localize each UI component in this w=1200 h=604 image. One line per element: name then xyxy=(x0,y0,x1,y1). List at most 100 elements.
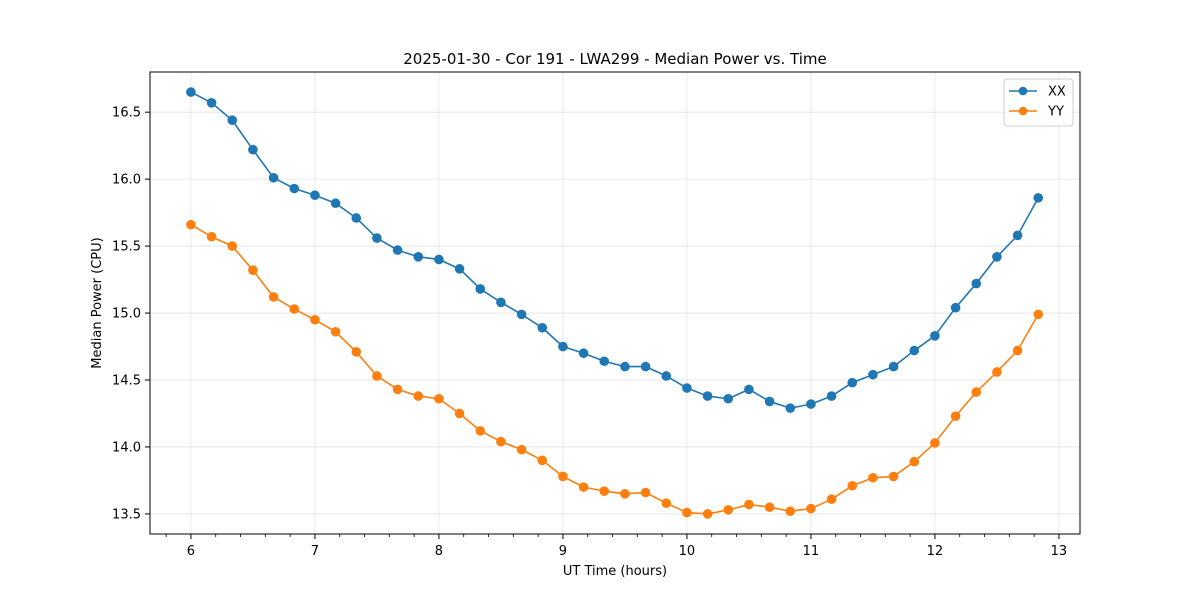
data-point-yy xyxy=(392,384,403,395)
y-tick-label: 14.5 xyxy=(112,374,141,389)
data-point-xx xyxy=(227,115,238,126)
x-axis: 6 7 8 9 10 11 12 13 xyxy=(165,534,1068,559)
y-tick-label: 13.5 xyxy=(112,507,141,522)
data-point-xx xyxy=(930,331,940,341)
data-point-yy xyxy=(723,505,734,515)
series-line-yy xyxy=(190,223,1039,515)
data-point-yy xyxy=(310,314,320,325)
data-point-xx xyxy=(744,384,754,395)
legend-entry-xx: XX xyxy=(1009,85,1066,100)
data-point-xx xyxy=(1033,193,1044,203)
data-point-xx xyxy=(206,98,217,108)
data-point-yy xyxy=(868,472,878,483)
data-point-xx xyxy=(475,284,486,294)
x-axis-label: UT Time (hours) xyxy=(563,564,667,579)
data-point-yy xyxy=(268,292,279,302)
data-point-yy xyxy=(620,489,630,499)
data-point-xx xyxy=(310,190,320,200)
data-point-xx xyxy=(682,383,692,393)
data-point-yy xyxy=(496,436,506,447)
data-point-xx xyxy=(661,371,672,381)
data-point-yy xyxy=(640,487,651,498)
data-point-yy xyxy=(578,482,589,492)
data-point-xx xyxy=(620,361,630,372)
x-tick-label: 6 xyxy=(187,544,195,559)
data-point-yy xyxy=(248,265,258,275)
series-yy xyxy=(186,219,1044,519)
legend-marker xyxy=(1018,106,1028,116)
data-point-xx xyxy=(454,264,465,274)
data-point-xx xyxy=(351,213,362,223)
chart-title: 2025-01-30 - Cor 191 - LWA299 - Median P… xyxy=(403,50,827,68)
data-point-xx xyxy=(392,245,403,255)
y-axis-label: Median Power (CPU) xyxy=(90,237,105,368)
data-point-xx xyxy=(248,144,258,155)
plot-frame xyxy=(149,71,1081,535)
data-point-yy xyxy=(992,367,1002,377)
data-point-xx xyxy=(516,309,527,320)
x-tick-label: 9 xyxy=(559,544,567,559)
y-tick-label: 15.5 xyxy=(112,240,141,255)
data-point-yy xyxy=(351,347,362,357)
data-point-xx xyxy=(372,233,382,243)
series-xx xyxy=(186,87,1044,413)
data-point-xx xyxy=(909,345,920,356)
data-point-yy xyxy=(826,494,837,504)
data-point-yy xyxy=(434,393,444,404)
data-point-yy xyxy=(558,471,568,482)
data-point-xx xyxy=(847,377,858,388)
data-point-xx xyxy=(186,87,196,97)
data-point-xx xyxy=(434,254,444,265)
data-point-yy xyxy=(702,509,713,519)
data-point-xx xyxy=(868,369,878,380)
data-point-yy xyxy=(537,455,548,466)
data-point-xx xyxy=(826,391,837,401)
data-point-xx xyxy=(702,391,713,401)
x-tick-label: 11 xyxy=(803,544,820,559)
data-point-xx xyxy=(640,361,651,372)
series-layer xyxy=(186,87,1044,519)
data-point-xx xyxy=(888,361,899,372)
y-tick-label: 16.5 xyxy=(112,106,141,121)
data-point-xx xyxy=(578,348,589,359)
data-point-yy xyxy=(971,387,982,397)
x-tick-label: 13 xyxy=(1051,544,1068,559)
legend: XX YY xyxy=(1003,78,1074,127)
data-point-yy xyxy=(847,480,858,491)
data-point-yy xyxy=(186,219,196,230)
data-point-yy xyxy=(227,241,238,251)
data-point-xx xyxy=(992,251,1002,262)
series-line-xx xyxy=(190,91,1039,409)
data-point-yy xyxy=(930,438,940,448)
data-point-xx xyxy=(950,302,961,313)
legend-entry-yy: YY xyxy=(1009,105,1064,120)
data-point-yy xyxy=(661,498,672,509)
data-point-xx xyxy=(413,251,424,262)
data-point-yy xyxy=(744,499,754,510)
data-point-xx xyxy=(558,341,568,352)
data-point-xx xyxy=(599,356,610,367)
data-point-yy xyxy=(330,326,341,337)
data-point-yy xyxy=(950,411,961,421)
data-point-xx xyxy=(289,183,300,194)
data-point-yy xyxy=(454,408,465,419)
data-point-yy xyxy=(413,391,424,401)
x-tick-label: 8 xyxy=(435,544,443,559)
x-tick-label: 12 xyxy=(927,544,944,559)
data-point-yy xyxy=(682,507,692,518)
y-tick-label: 15.0 xyxy=(112,307,141,322)
y-tick-label: 14.0 xyxy=(112,440,141,455)
data-point-xx xyxy=(330,198,341,209)
data-point-xx xyxy=(723,393,734,404)
data-point-yy xyxy=(372,371,382,381)
data-point-xx xyxy=(971,278,982,289)
data-point-xx xyxy=(537,322,548,333)
data-point-yy xyxy=(806,503,816,514)
data-point-yy xyxy=(516,444,527,455)
data-point-yy xyxy=(1033,309,1044,320)
data-point-xx xyxy=(268,172,279,183)
data-point-xx xyxy=(785,403,796,413)
grid-layer xyxy=(150,72,1080,534)
data-point-yy xyxy=(206,231,217,242)
